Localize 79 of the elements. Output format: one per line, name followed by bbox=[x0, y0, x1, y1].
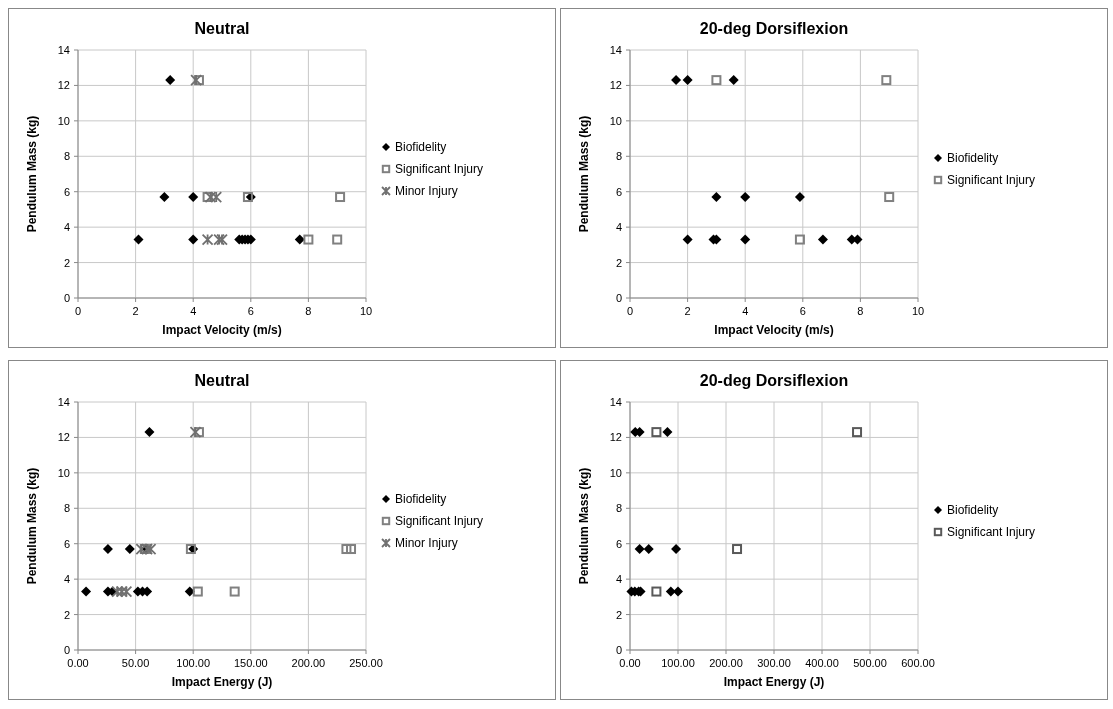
y-tick-label: 6 bbox=[615, 185, 622, 198]
y-tick-label: 2 bbox=[615, 608, 622, 621]
x-tick-label: 2 bbox=[684, 305, 691, 317]
y-tick-label: 6 bbox=[615, 537, 622, 550]
y-tick-label: 8 bbox=[615, 502, 622, 515]
y-axis-title: Pendulum Mass (kg) bbox=[577, 467, 591, 585]
x-tick-label: 100.00 bbox=[176, 657, 211, 669]
chart-title: Neutral bbox=[194, 20, 250, 37]
x-tick-label: 0 bbox=[626, 305, 634, 317]
x-axis-title: Impact Velocity (m/s) bbox=[714, 323, 834, 337]
x-tick-label: 250.00 bbox=[349, 657, 383, 669]
y-tick-label: 10 bbox=[57, 466, 70, 479]
y-tick-label: 0 bbox=[615, 644, 622, 656]
x-tick-label: 200.00 bbox=[709, 657, 743, 669]
y-tick-label: 8 bbox=[63, 502, 70, 515]
x-tick-label: 6 bbox=[247, 305, 254, 317]
x-tick-label: 8 bbox=[857, 305, 864, 317]
y-axis-title: Pendulum Mass (kg) bbox=[577, 115, 591, 233]
x-tick-label: 4 bbox=[190, 305, 197, 317]
legend-label: Biofidelity bbox=[947, 503, 999, 517]
x-tick-label: 400.00 bbox=[805, 657, 839, 669]
y-tick-label: 14 bbox=[609, 396, 622, 408]
y-tick-label: 8 bbox=[63, 150, 70, 163]
y-tick-label: 0 bbox=[615, 292, 622, 304]
x-axis-title: Impact Energy (J) bbox=[171, 675, 273, 689]
y-tick-label: 2 bbox=[615, 256, 622, 269]
x-tick-label: 300.00 bbox=[757, 657, 791, 669]
y-tick-label: 10 bbox=[609, 114, 622, 127]
x-tick-label: 500.00 bbox=[853, 657, 887, 669]
x-tick-label: 10 bbox=[359, 305, 373, 317]
y-tick-label: 12 bbox=[57, 79, 70, 92]
x-tick-label: 6 bbox=[799, 305, 806, 317]
x-tick-label: 10 bbox=[911, 305, 925, 317]
legend-label: Biofidelity bbox=[395, 140, 447, 154]
x-tick-label: 600.00 bbox=[901, 657, 935, 669]
y-tick-label: 0 bbox=[63, 292, 70, 304]
y-tick-label: 8 bbox=[615, 150, 622, 163]
legend-label: Significant Injury bbox=[395, 162, 484, 176]
chart-title: 20-deg Dorsiflexion bbox=[699, 20, 849, 37]
y-tick-label: 12 bbox=[609, 431, 622, 444]
y-tick-label: 4 bbox=[63, 221, 70, 234]
legend-label: Significant Injury bbox=[395, 514, 484, 528]
chart-title: 20-deg Dorsiflexion bbox=[699, 372, 849, 389]
y-tick-label: 14 bbox=[609, 44, 622, 56]
x-tick-label: 0.00 bbox=[619, 657, 641, 669]
y-tick-label: 6 bbox=[63, 185, 70, 198]
x-axis-title: Impact Energy (J) bbox=[723, 675, 825, 689]
x-tick-label: 2 bbox=[132, 305, 139, 317]
y-tick-label: 14 bbox=[57, 396, 70, 408]
y-tick-label: 4 bbox=[615, 573, 622, 586]
y-tick-label: 4 bbox=[615, 221, 622, 234]
y-tick-label: 12 bbox=[57, 431, 70, 444]
chart-title: Neutral bbox=[194, 372, 250, 389]
y-tick-label: 0 bbox=[63, 644, 70, 656]
legend-label: Significant Injury bbox=[947, 525, 1036, 539]
x-tick-label: 0.00 bbox=[67, 657, 89, 669]
x-axis-title: Impact Velocity (m/s) bbox=[162, 323, 282, 337]
legend-label: Significant Injury bbox=[947, 173, 1036, 187]
x-tick-label: 200.00 bbox=[291, 657, 326, 669]
legend-label: Biofidelity bbox=[947, 151, 999, 165]
y-tick-label: 10 bbox=[57, 114, 70, 127]
y-tick-label: 14 bbox=[57, 44, 70, 56]
y-tick-label: 6 bbox=[63, 537, 70, 550]
x-tick-label: 100.00 bbox=[661, 657, 695, 669]
x-tick-label: 50.00 bbox=[121, 657, 150, 669]
x-tick-label: 4 bbox=[742, 305, 749, 317]
y-tick-label: 12 bbox=[609, 79, 622, 92]
legend-label: Minor Injury bbox=[395, 536, 458, 550]
x-tick-label: 8 bbox=[305, 305, 312, 317]
legend-label: Minor Injury bbox=[395, 184, 458, 198]
y-tick-label: 2 bbox=[63, 256, 70, 269]
y-axis-title: Pendulum Mass (kg) bbox=[25, 115, 39, 233]
y-tick-label: 4 bbox=[63, 573, 70, 586]
y-tick-label: 2 bbox=[63, 608, 70, 621]
y-tick-label: 10 bbox=[609, 466, 622, 479]
y-axis-title: Pendulum Mass (kg) bbox=[25, 467, 39, 585]
x-tick-label: 150.00 bbox=[233, 657, 268, 669]
legend-label: Biofidelity bbox=[395, 492, 447, 506]
x-tick-label: 0 bbox=[74, 305, 82, 317]
